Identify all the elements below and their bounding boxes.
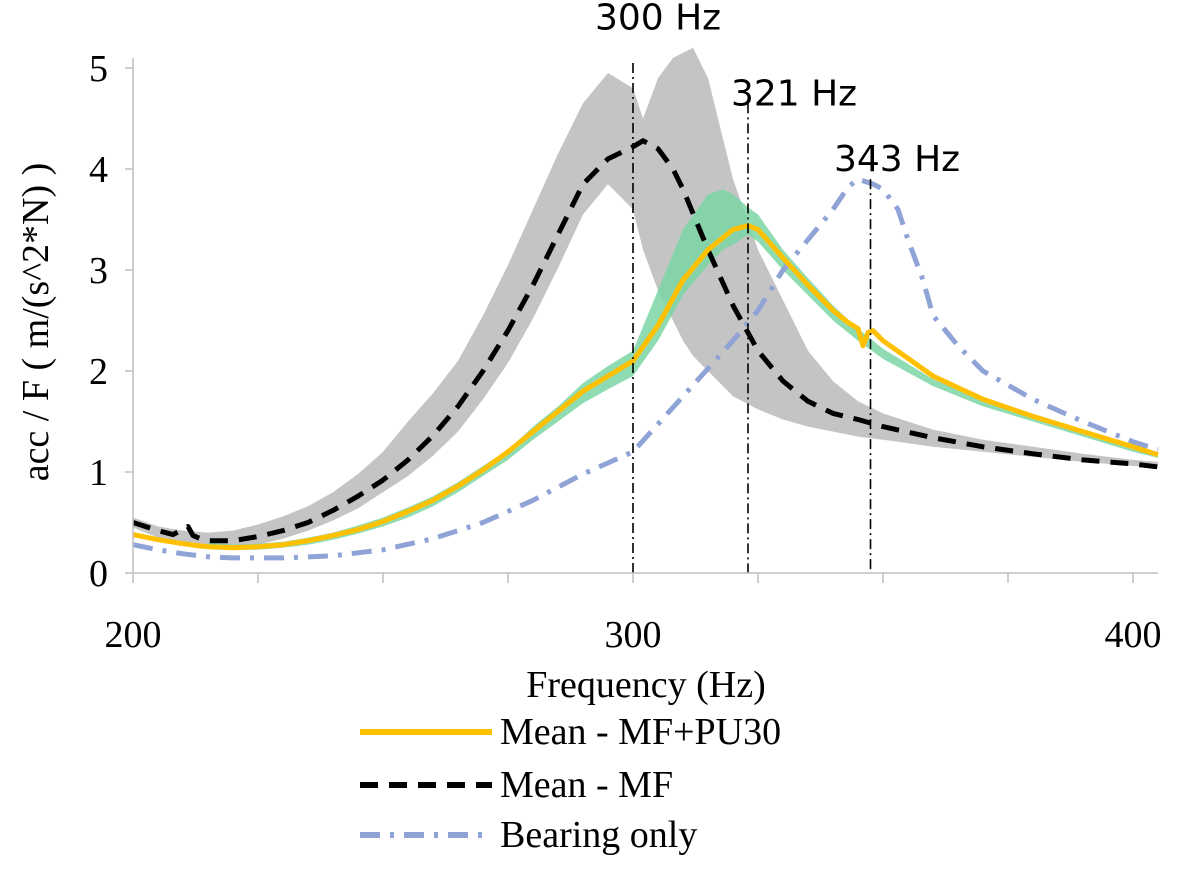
series-line-2	[132, 176, 1159, 561]
legend-label-0: Mean - MF+PU30	[500, 711, 781, 753]
series-line-1	[132, 138, 1159, 544]
annotation-layer: 300 Hz 321 Hz 343 Hz	[595, 0, 960, 180]
y-tick-label-0: 0	[89, 553, 108, 595]
band-0	[133, 47, 1158, 549]
axis-layer: 0 1 2 3 4 5 200 300 400	[89, 48, 1162, 656]
band-1	[208, 189, 1158, 550]
y-tick-label-5: 5	[89, 48, 108, 90]
y-tick-label-1: 1	[89, 452, 108, 494]
y-tick-label-3: 3	[89, 250, 108, 292]
annotation-0: 300 Hz	[595, 0, 721, 39]
x-tick-label-2: 400	[1105, 614, 1162, 656]
series-layer	[132, 138, 1159, 561]
annotation-1: 321 Hz	[731, 73, 857, 114]
legend-label-1: Mean - MF	[500, 764, 673, 806]
x-tick-label-1: 300	[605, 614, 662, 656]
series-line-0	[132, 223, 1159, 551]
annotation-2: 343 Hz	[834, 139, 960, 180]
x-axis-title: Frequency (Hz)	[526, 664, 766, 706]
vline-layer	[632, 62, 872, 573]
band-layer	[133, 47, 1158, 550]
y-axis-title: acc / F ( m/(s^2*N) )	[15, 163, 57, 482]
y-tick-label-2: 2	[89, 351, 108, 393]
legend: Mean - MF+PU30 Mean - MF Bearing only	[360, 711, 781, 856]
y-tick-label-4: 4	[89, 149, 108, 191]
x-tick-label-0: 200	[105, 614, 162, 656]
legend-label-2: Bearing only	[500, 814, 697, 856]
